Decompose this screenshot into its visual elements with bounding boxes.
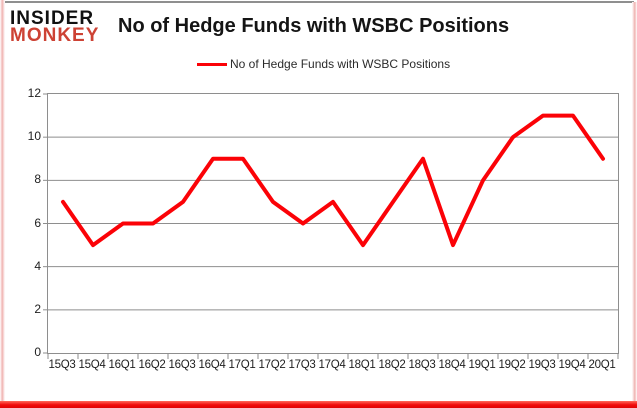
bottom-border: [0, 401, 637, 408]
left-border: [0, 0, 5, 404]
y-axis-label: 2: [34, 301, 41, 316]
x-axis-label: 16Q2: [138, 359, 166, 371]
y-axis-label: 4: [34, 258, 41, 273]
x-axis-label: 15Q4: [78, 359, 106, 371]
logo-line-monkey: MONKEY: [10, 25, 100, 47]
x-axis-label: 17Q4: [318, 359, 346, 371]
y-axis-label: 10: [27, 129, 41, 144]
legend-label: No of Hedge Funds with WSBC Positions: [230, 57, 451, 71]
x-axis-label: 17Q1: [228, 359, 256, 371]
x-axis-label: 18Q2: [378, 359, 406, 371]
x-axis-label: 19Q3: [528, 359, 556, 371]
y-axis-label: 6: [34, 215, 41, 230]
x-axis-label: 19Q4: [558, 359, 586, 371]
x-axis-label: 17Q3: [288, 359, 316, 371]
top-border: [2, 1, 634, 3]
x-axis-label: 16Q3: [168, 359, 196, 371]
x-axis-label: 20Q1: [588, 359, 616, 371]
x-axis-label: 15Q3: [48, 359, 76, 371]
x-axis-label: 18Q3: [408, 359, 436, 371]
plot-area: [43, 93, 619, 359]
x-axis-label: 19Q2: [498, 359, 526, 371]
x-axis-label: 19Q1: [468, 359, 496, 371]
y-axis-label: 8: [34, 172, 41, 187]
x-axis-label: 17Q2: [258, 359, 286, 371]
x-axis-label: 16Q4: [198, 359, 226, 371]
legend-line-swatch: [197, 62, 227, 66]
line-chart-svg: [43, 93, 619, 359]
y-axis-label: 0: [34, 345, 41, 359]
x-axis-label: 16Q1: [108, 359, 136, 371]
x-axis-label: 18Q1: [348, 359, 376, 371]
series-line: [61, 113, 605, 248]
y-axis-label: 12: [27, 86, 41, 100]
chart-title: No of Hedge Funds with WSBC Positions: [118, 15, 510, 37]
insider-monkey-logo: INSIDER MONKEY: [10, 8, 100, 47]
legend: No of Hedge Funds with WSBC Positions: [197, 57, 450, 71]
x-axis-label: 18Q4: [438, 359, 466, 371]
right-border: [632, 2, 637, 404]
logo-line-insider: INSIDER: [10, 8, 95, 29]
